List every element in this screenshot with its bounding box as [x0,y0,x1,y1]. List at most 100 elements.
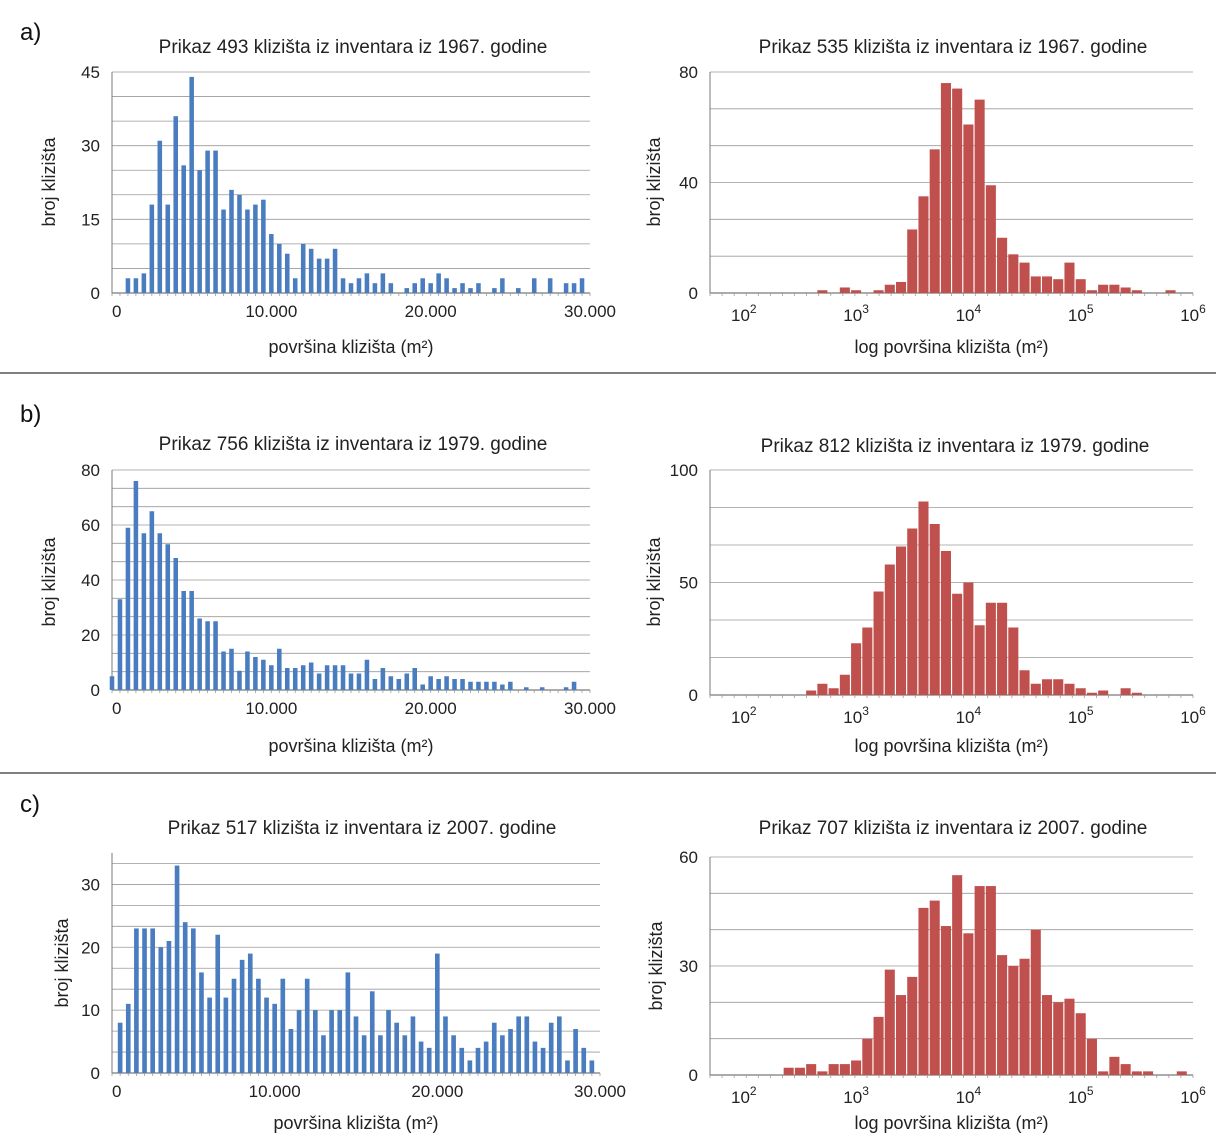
bar [253,657,258,690]
y-tick-label: 15 [81,210,100,229]
bar [895,995,907,1075]
chart-b-log: Prikaz 812 klizišta iz inventara iz 1979… [644,436,1206,756]
x-tick-label: 0 [112,1082,121,1101]
bar [1098,690,1109,695]
bar [873,1016,884,1075]
bar [313,1010,318,1073]
bar [141,273,147,293]
bar [468,681,473,690]
x-tick-label: 105 [1068,704,1094,727]
bar [372,679,378,690]
bar [340,665,346,690]
bar [197,170,202,293]
x-tick-label: 103 [843,302,869,325]
bar [1030,683,1041,695]
bar [839,287,850,293]
bar [1064,998,1075,1075]
panel-letter-c: c) [20,791,40,818]
bar [134,928,139,1073]
bar [141,533,147,690]
bar [851,643,862,695]
bar [907,229,918,293]
bar [492,681,497,690]
x-tick-label: 10.000 [249,1082,301,1101]
bar [443,1016,448,1073]
chart-title: Prikaz 812 klizišta iz inventara iz 1979… [761,436,1150,457]
bar [963,582,974,695]
bar [300,665,306,690]
bar [1041,679,1053,695]
bar [1019,958,1030,1075]
bar [1075,1013,1086,1075]
bar [231,978,237,1073]
bar [1030,929,1041,1075]
chart-title: Prikaz 535 klizišta iz inventara iz 1967… [759,37,1148,58]
bar [547,278,553,293]
bar [173,558,179,690]
bar [476,283,481,293]
bar [353,1016,359,1073]
bar [125,527,131,690]
bar [963,933,974,1075]
bar [524,1016,530,1073]
bar [426,1047,432,1073]
chart-title: Prikaz 707 klizišta iz inventara iz 2007… [759,818,1148,839]
bar [997,237,1008,293]
bar [269,665,274,690]
bar [261,659,266,690]
bar [125,278,131,293]
y-tick-label: 0 [689,1066,698,1085]
bar [873,591,884,695]
y-tick-label: 40 [81,571,100,590]
bar [324,665,330,690]
bar [1030,276,1041,293]
bar [412,283,418,293]
bar [308,248,314,293]
chart-c-log: Prikaz 707 klizišta iz inventara iz 2007… [646,818,1206,1133]
bar [1131,692,1142,695]
bar [539,687,545,690]
bar [378,1035,383,1073]
bar [356,673,362,690]
y-tick-label: 20 [81,626,100,645]
bar [523,687,529,690]
x-tick-label: 102 [731,704,757,727]
bar [1008,254,1019,293]
x-tick-label: 105 [1068,1084,1094,1107]
bar [404,673,410,690]
y-tick-label: 100 [670,461,698,480]
bar [245,209,250,293]
bar [199,972,204,1073]
bar [388,676,394,690]
bar [229,648,234,690]
bar [963,124,974,293]
x-axis-label: površina klizišta (m²) [268,337,433,357]
bar [1086,1038,1097,1075]
bar [952,88,963,293]
bar [475,1047,481,1073]
bar [929,149,940,293]
bar [337,1010,343,1073]
bar [508,681,513,690]
bar [207,997,212,1073]
bar [174,865,180,1073]
chart-title: Prikaz 756 klizišta iz inventara iz 1979… [159,434,548,455]
bar [316,673,322,690]
y-tick-label: 0 [91,681,100,700]
bar [484,681,489,690]
bar [817,683,828,695]
bar [1008,966,1019,1075]
bar [284,253,290,293]
bar [213,621,218,690]
bar [402,1035,408,1073]
bar [428,283,433,293]
bar [1064,262,1075,293]
bar [974,625,985,695]
bar [264,997,269,1073]
bar [783,1067,794,1075]
x-axis-label: log površina klizišta (m²) [854,337,1048,357]
bar [329,1010,334,1073]
bar [237,194,242,293]
bar [394,1022,399,1073]
x-tick-label: 10.000 [245,302,297,321]
